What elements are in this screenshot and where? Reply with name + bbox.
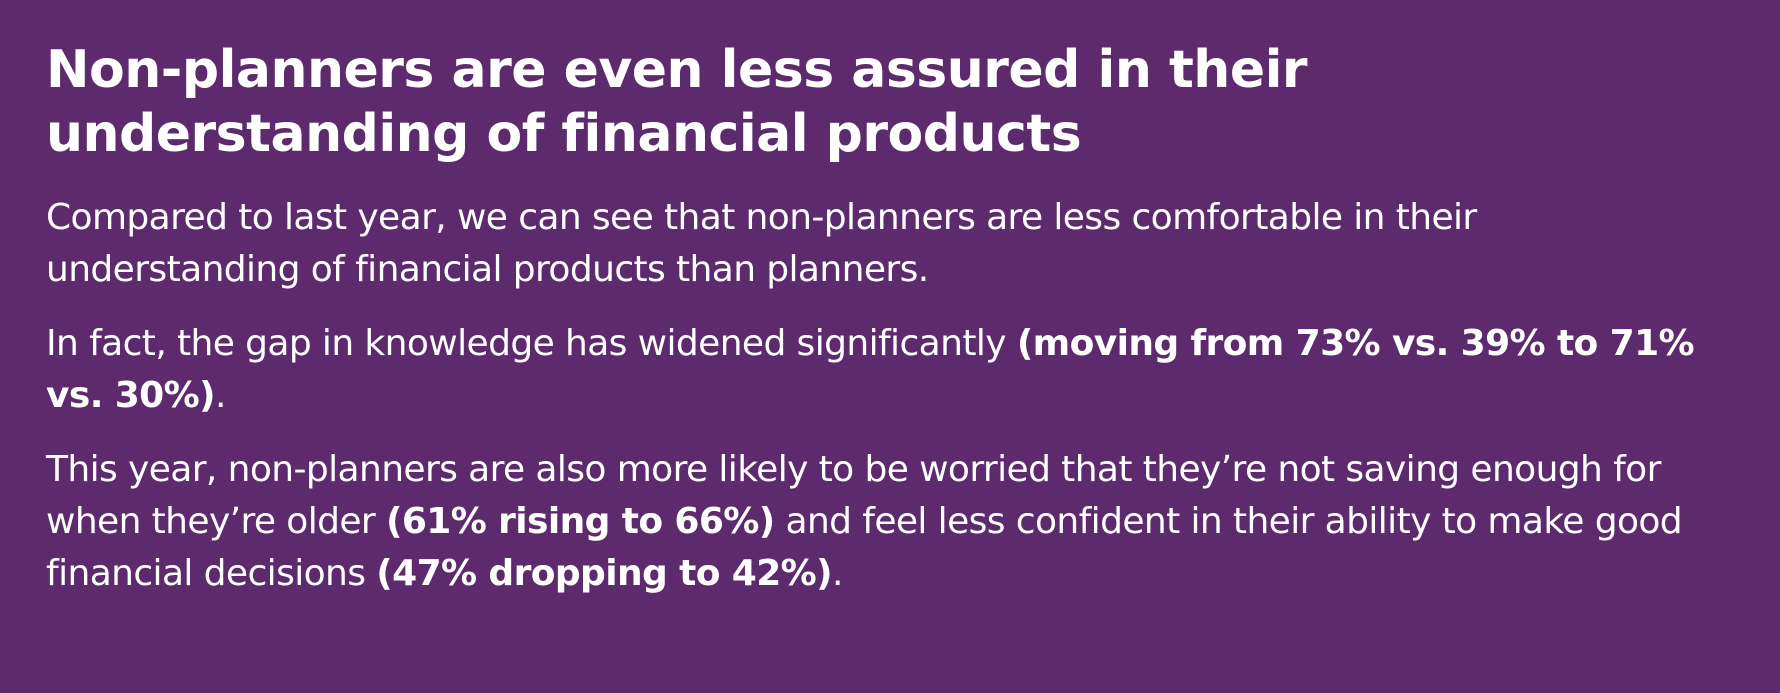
confidence-stat: (47% dropping to 42%) [376, 553, 832, 594]
paragraph-comparison: Compared to last year, we can see that n… [46, 192, 1736, 296]
paragraph-comparison-text: Compared to last year, we can see that n… [46, 197, 1477, 290]
worries-text-middle: and feel less confident in their ability… [46, 501, 1683, 594]
paragraph-worries: This year, non-planners are also more li… [46, 444, 1736, 600]
knowledge-gap-stat: (moving from 73% vs. 39% to 71% vs. 30%) [46, 323, 1695, 416]
worries-text-start: This year, non-planners are also more li… [46, 449, 1661, 542]
page-title: Non-planners are even less assured in th… [46, 40, 1308, 164]
worries-text-end: . [831, 553, 843, 594]
saving-worry-stat: (61% rising to 66%) [385, 501, 775, 542]
knowledge-gap-end: . [214, 375, 226, 416]
knowledge-gap-text: In fact, the gap in knowledge has widene… [46, 323, 1017, 364]
paragraph-knowledge-gap: In fact, the gap in knowledge has widene… [46, 318, 1736, 422]
